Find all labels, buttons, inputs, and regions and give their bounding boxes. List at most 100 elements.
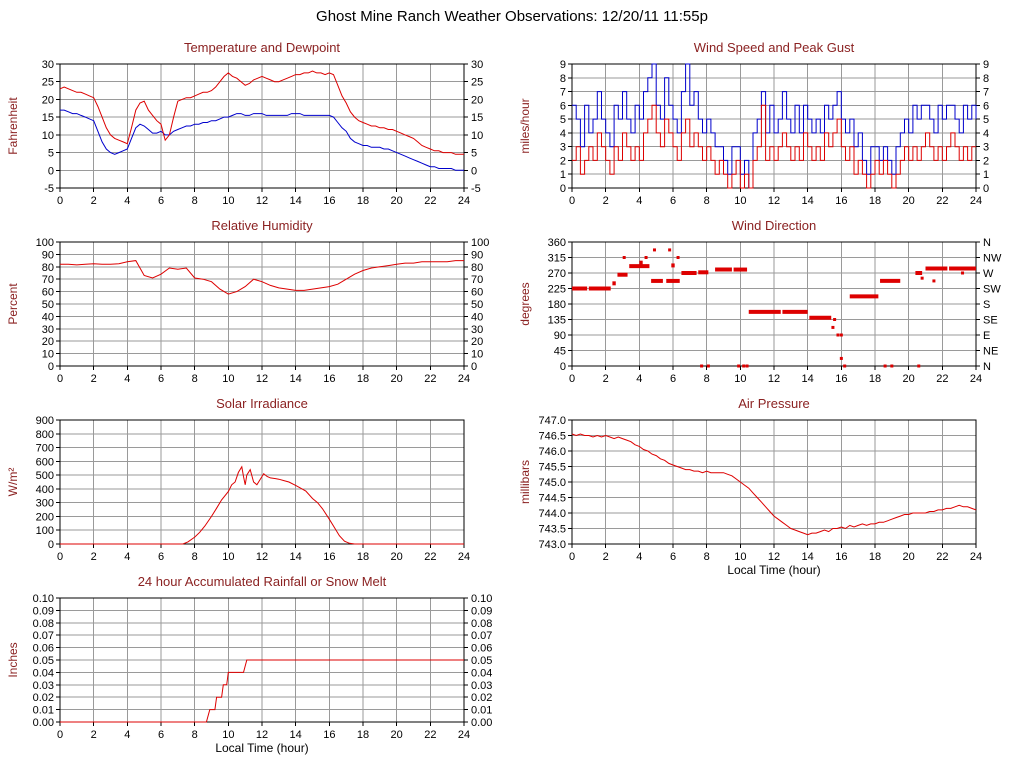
x-tick-label: 6	[670, 195, 676, 207]
x-tick-label: 8	[192, 551, 198, 563]
y-tick-label: 90	[554, 330, 566, 342]
y-tick-label-right: 8	[983, 73, 989, 85]
y-tick-label: 744.0	[538, 508, 566, 520]
y-tick-label: 9	[560, 59, 566, 71]
y-tick-label-right: 0.05	[471, 655, 492, 667]
y-tick-label: 5	[560, 114, 566, 126]
plot-frame	[59, 419, 465, 545]
y-tick-label: 0.06	[33, 643, 54, 655]
y-tick-label: 747.0	[538, 415, 566, 427]
y-tick-label-right: 100	[471, 237, 489, 249]
y-axis-label: W/m²	[6, 468, 20, 497]
x-tick-label: 24	[970, 373, 982, 385]
series-rainfall	[60, 659, 464, 723]
chart-title: Air Pressure	[738, 396, 810, 411]
y-tick-label: 745.5	[538, 462, 566, 474]
chart-title: Wind Speed and Peak Gust	[694, 40, 855, 55]
y-tick-label-right: 20	[471, 94, 483, 106]
x-tick-label: 8	[704, 551, 710, 563]
y-tick-label: 0.09	[33, 605, 54, 617]
series-solar-irradiance	[60, 465, 464, 545]
y-tick-label-right: SE	[983, 315, 998, 327]
x-axis-label: Local Time (hour)	[215, 741, 308, 755]
y-axis-label: degrees	[518, 282, 532, 325]
x-tick-label: 8	[192, 373, 198, 385]
chart-wind-direction: 0 2 4 6 8 10 12 14 16 18 20 22 24 0 N 45 NE 90 E 135 SE 180 S 2…	[516, 214, 1020, 400]
x-tick-label: 22	[936, 551, 948, 563]
y-tick-label-right: 4	[983, 128, 989, 140]
y-tick-label: 225	[548, 284, 566, 296]
x-tick-label: 14	[802, 195, 814, 207]
y-tick-label: 10	[42, 130, 54, 142]
y-axis-label: Percent	[6, 283, 20, 325]
x-tick-label: 4	[636, 373, 642, 385]
y-tick-label-right: 0.07	[471, 630, 492, 642]
x-tick-label: 2	[91, 195, 97, 207]
y-tick-label: 744.5	[538, 493, 566, 505]
x-tick-label: 12	[256, 373, 268, 385]
y-tick-label: 0.07	[33, 630, 54, 642]
y-tick-label-right: W	[983, 268, 994, 280]
y-tick-label-right: 5	[983, 114, 989, 126]
y-tick-label-right: 70	[471, 274, 483, 286]
y-tick-label-right: 40	[471, 311, 483, 323]
chart-relative-humidity: 0 2 4 6 8 10 12 14 16 18 20 22 24 0 0 10 10 20 20 30 30 40 40 5…	[4, 214, 508, 400]
y-tick-label: 0.10	[33, 593, 54, 605]
y-tick-label-right: 0	[983, 183, 989, 195]
x-tick-label: 12	[768, 551, 780, 563]
y-tick-label-right: 0.00	[471, 717, 492, 729]
plot-frame	[571, 419, 977, 545]
y-tick-label: 743.0	[538, 539, 566, 551]
chart-solar-irradiance: 0 2 4 6 8 10 12 14 16 18 20 22 24 0 100 200 300 400 500 600…	[4, 392, 508, 578]
x-tick-label: 18	[869, 195, 881, 207]
y-tick-label-right: 0.02	[471, 692, 492, 704]
x-tick-label: 16	[323, 373, 335, 385]
y-tick-label: 0.05	[33, 655, 54, 667]
y-tick-label-right: 0	[471, 165, 477, 177]
y-tick-label-right: 50	[471, 299, 483, 311]
x-tick-label: 22	[424, 195, 436, 207]
y-tick-label-right: SW	[983, 284, 1001, 296]
x-tick-label: 4	[636, 195, 642, 207]
y-tick-label-right: -5	[471, 183, 481, 195]
plot-frame	[571, 241, 977, 367]
y-axis-label: miles/hour	[518, 98, 532, 153]
x-tick-label: 20	[903, 195, 915, 207]
x-tick-label: 10	[734, 195, 746, 207]
y-tick-label: 400	[36, 484, 54, 496]
x-tick-label: 0	[57, 551, 63, 563]
x-tick-label: 10	[222, 729, 234, 741]
y-tick-label: 45	[554, 346, 566, 358]
y-tick-label: 3	[560, 142, 566, 154]
x-tick-label: 14	[290, 551, 302, 563]
y-tick-label: 100	[36, 237, 54, 249]
y-tick-label: 30	[42, 59, 54, 71]
x-tick-label: 24	[458, 195, 470, 207]
y-tick-label: 0	[48, 361, 54, 373]
y-tick-label-right: 5	[471, 148, 477, 160]
y-tick-label: 200	[36, 511, 54, 523]
x-tick-label: 6	[158, 373, 164, 385]
x-tick-label: 22	[936, 373, 948, 385]
x-tick-label: 0	[57, 373, 63, 385]
y-tick-label-right: N	[983, 237, 991, 249]
x-tick-label: 22	[424, 729, 436, 741]
x-tick-label: 8	[192, 195, 198, 207]
y-tick-label: 135	[548, 315, 566, 327]
y-tick-label: 360	[548, 237, 566, 249]
y-tick-label: 315	[548, 253, 566, 265]
y-tick-label: 40	[42, 311, 54, 323]
y-tick-label: 0	[560, 183, 566, 195]
x-tick-label: 12	[256, 729, 268, 741]
chart-title: Solar Irradiance	[216, 396, 308, 411]
y-tick-label-right: 10	[471, 349, 483, 361]
y-tick-label: 270	[548, 268, 566, 280]
x-tick-label: 24	[970, 195, 982, 207]
series-humidity	[60, 260, 464, 295]
x-tick-label: 4	[124, 551, 130, 563]
y-tick-label: 15	[42, 112, 54, 124]
plot-frame	[59, 241, 465, 367]
x-tick-label: 16	[835, 551, 847, 563]
